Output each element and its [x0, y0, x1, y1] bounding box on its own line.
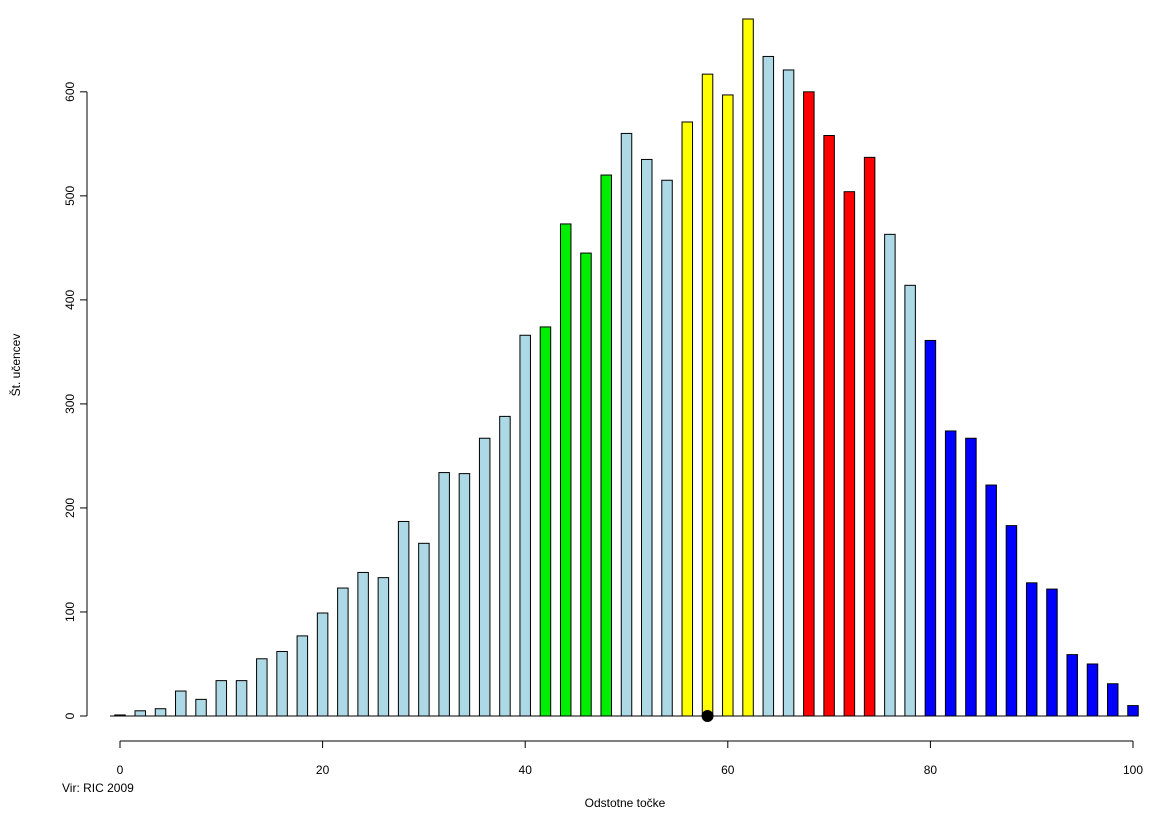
bar-84	[965, 437, 977, 717]
bar-54	[661, 179, 673, 717]
bar-82	[944, 430, 957, 717]
x-tick-label: 0	[117, 763, 124, 777]
bar-70	[823, 135, 835, 717]
bar-72	[843, 191, 856, 717]
x-tick-label: 40	[519, 763, 533, 777]
marker-point	[701, 710, 714, 722]
x-tick-label: 60	[721, 763, 735, 777]
bar-10	[215, 680, 228, 717]
bar-32	[438, 472, 450, 717]
bar-74	[863, 156, 876, 717]
marker-group	[701, 710, 714, 722]
bar-26	[377, 577, 390, 717]
bar-96	[1086, 663, 1099, 717]
bar-76	[884, 233, 896, 717]
bar-30	[418, 542, 430, 717]
bar-16	[276, 651, 288, 717]
bar-50	[620, 132, 633, 717]
bar-90	[1025, 582, 1038, 717]
bar-60	[722, 94, 734, 717]
y-axis-title: Št. učencev	[8, 334, 23, 397]
x-axis-title: Odstotne točke	[585, 796, 666, 810]
bar-42	[539, 326, 552, 717]
y-tick-label: 200	[63, 498, 77, 518]
bar-92	[1046, 588, 1058, 717]
y-tick-label: 600	[63, 81, 77, 101]
bar-8	[195, 698, 207, 717]
bar-46	[580, 252, 592, 717]
bar-66	[782, 69, 795, 717]
bar-24	[357, 571, 369, 717]
bar-58	[701, 73, 714, 717]
bar-44	[559, 223, 572, 717]
bars-group	[110, 18, 1139, 717]
bar-62	[742, 18, 754, 717]
x-tick-label: 20	[316, 763, 330, 777]
bar-6	[175, 690, 187, 717]
bar-34	[458, 473, 471, 717]
bar-88	[1005, 525, 1018, 717]
bar-56	[681, 121, 694, 717]
bar-40	[519, 334, 531, 717]
bar-64	[762, 55, 775, 717]
y-axis: 0 100 200 300 400 500 600	[63, 81, 88, 719]
bar-4	[154, 708, 167, 717]
bar-36	[478, 437, 491, 717]
bar-52	[641, 158, 653, 717]
bar-2	[134, 710, 147, 717]
y-tick-label: 100	[63, 602, 77, 622]
y-tick-label: 0	[63, 712, 77, 719]
bar-98	[1106, 683, 1119, 717]
bar-86	[985, 484, 997, 717]
bar-80	[924, 339, 937, 717]
bar-38	[499, 415, 511, 717]
bar-28	[397, 520, 410, 717]
y-tick-label: 300	[63, 394, 77, 414]
bar-48	[600, 174, 612, 717]
bar-14	[256, 658, 268, 717]
bar-20	[316, 612, 329, 717]
bar-94	[1066, 654, 1078, 717]
bar-100	[1127, 705, 1139, 717]
x-axis: 0 20 40 60 80 100	[117, 740, 1143, 777]
bar-68	[803, 91, 815, 717]
x-tick-label: 80	[924, 763, 938, 777]
y-tick-label: 400	[63, 290, 77, 310]
y-tick-label: 500	[63, 186, 77, 206]
bar-78	[904, 284, 916, 717]
bar-18	[296, 635, 309, 717]
bar-12	[235, 680, 248, 717]
source-note: Vir: RIC 2009	[62, 781, 134, 795]
x-tick-label: 100	[1123, 763, 1143, 777]
bar-22	[337, 587, 349, 717]
